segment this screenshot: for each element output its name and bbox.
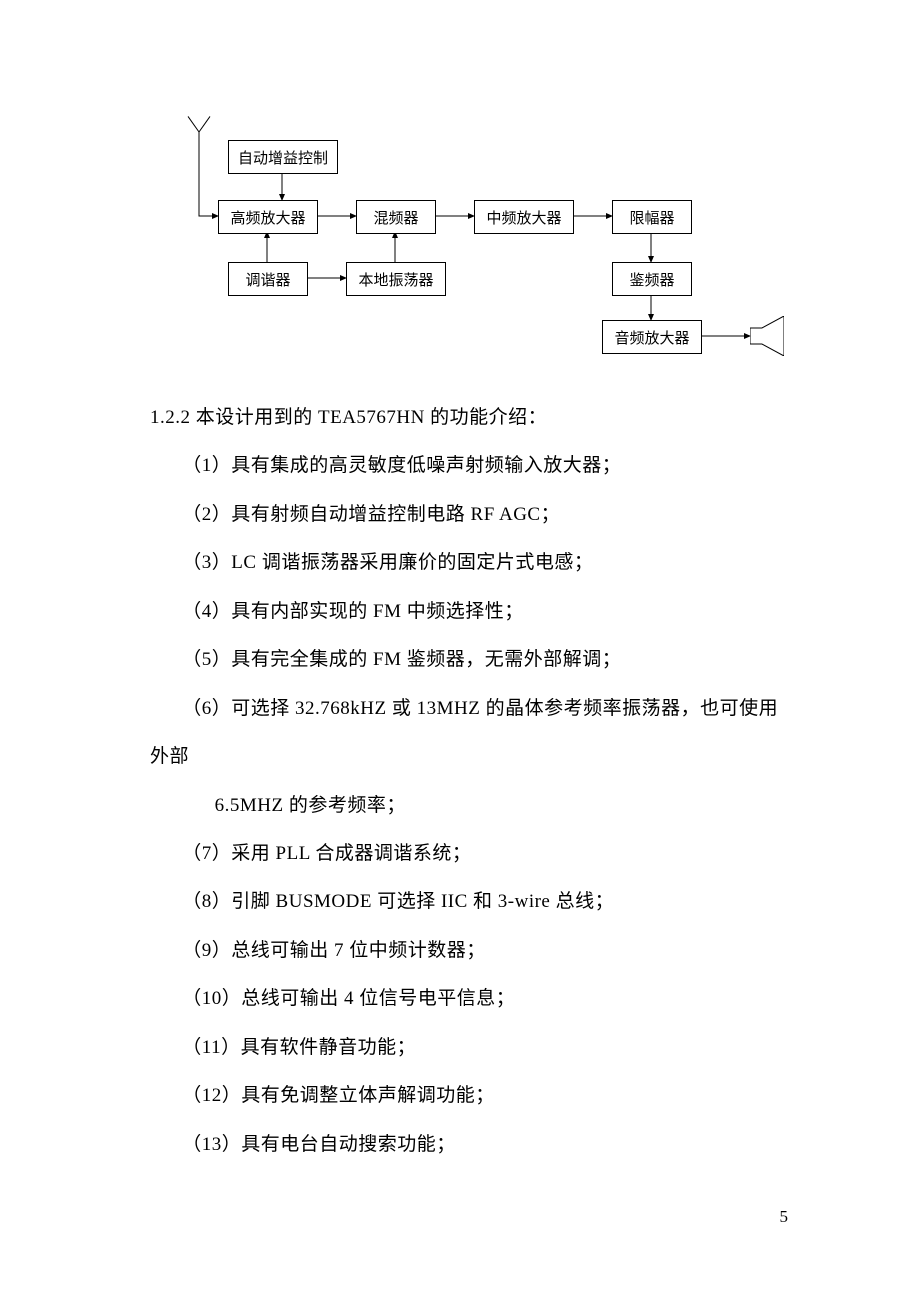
list-item-continuation: 6.5MHZ 的参考频率； bbox=[150, 782, 790, 830]
list-item: （3）LC 调谐振荡器采用廉价的固定片式电感； bbox=[150, 539, 790, 587]
list-item: （8）引脚 BUSMODE 可选择 IIC 和 3-wire 总线； bbox=[150, 878, 790, 926]
node-afamp: 音频放大器 bbox=[602, 320, 702, 354]
list-item: （4）具有内部实现的 FM 中频选择性； bbox=[150, 588, 790, 636]
node-ifamp: 中频放大器 bbox=[474, 200, 574, 234]
section-heading: 1.2.2 本设计用到的 TEA5767HN 的功能介绍： bbox=[150, 394, 790, 442]
node-disc: 鉴频器 bbox=[612, 262, 692, 296]
list-item: （9）总线可输出 7 位中频计数器； bbox=[150, 927, 790, 975]
list-item: （2）具有射频自动增益控制电路 RF AGC； bbox=[150, 491, 790, 539]
list-item: （12）具有免调整立体声解调功能； bbox=[150, 1072, 790, 1120]
list-item: （5）具有完全集成的 FM 鉴频器，无需外部解调； bbox=[150, 636, 790, 684]
list-item: （7）采用 PLL 合成器调谐系统； bbox=[150, 830, 790, 878]
list-item: （11）具有软件静音功能； bbox=[150, 1024, 790, 1072]
text-content: 1.2.2 本设计用到的 TEA5767HN 的功能介绍： （1）具有集成的高灵… bbox=[150, 394, 790, 1169]
list-item: （13）具有电台自动搜索功能； bbox=[150, 1121, 790, 1169]
page: 自动增益控制高频放大器 混频器 中频放大器 限幅器调谐器 本地振荡器 鉴频器音频放大器 1… bbox=[0, 0, 920, 1302]
speaker-icon bbox=[750, 316, 784, 356]
list-item-continuation: 外部 bbox=[150, 733, 790, 781]
list-item: （6）可选择 32.768kHZ 或 13MHZ 的晶体参考频率振荡器，也可使用 bbox=[150, 685, 790, 733]
node-rfamp: 高频放大器 bbox=[218, 200, 318, 234]
node-tuner: 调谐器 bbox=[228, 262, 308, 296]
list-item: （10）总线可输出 4 位信号电平信息； bbox=[150, 975, 790, 1023]
node-mixer: 混频器 bbox=[356, 200, 436, 234]
node-limiter: 限幅器 bbox=[612, 200, 692, 234]
node-lo: 本地振荡器 bbox=[346, 262, 446, 296]
node-agc: 自动增益控制 bbox=[228, 140, 338, 174]
list-item: （1）具有集成的高灵敏度低噪声射频输入放大器； bbox=[150, 442, 790, 490]
block-diagram: 自动增益控制高频放大器 混频器 中频放大器 限幅器调谐器 本地振荡器 鉴频器音频放大器 bbox=[180, 120, 820, 360]
page-number: 5 bbox=[780, 1207, 789, 1227]
